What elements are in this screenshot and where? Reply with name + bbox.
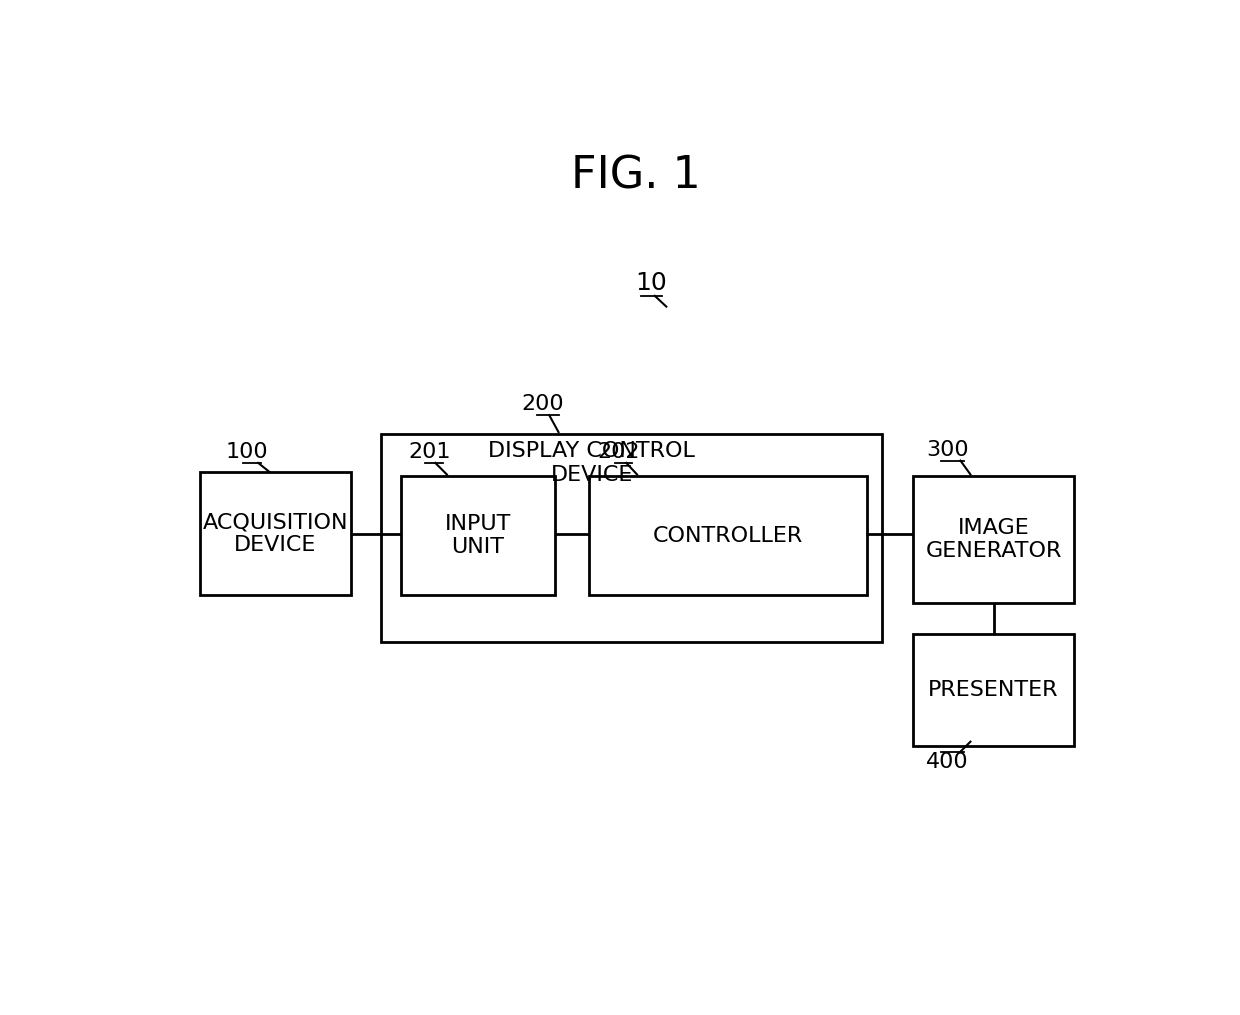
Text: 10: 10 bbox=[635, 271, 667, 295]
Bar bbox=[382, 433, 882, 641]
Text: PRESENTER: PRESENTER bbox=[929, 680, 1059, 699]
Bar bbox=[913, 476, 1074, 603]
Text: FIG. 1: FIG. 1 bbox=[570, 154, 701, 197]
Bar bbox=[589, 476, 867, 596]
Text: 300: 300 bbox=[926, 439, 968, 460]
Text: INPUT
UNIT: INPUT UNIT bbox=[444, 514, 511, 557]
Text: IMAGE
GENERATOR: IMAGE GENERATOR bbox=[925, 518, 1061, 561]
Text: ACQUISITION
DEVICE: ACQUISITION DEVICE bbox=[203, 513, 348, 555]
Text: DISPLAY CONTROL
DEVICE: DISPLAY CONTROL DEVICE bbox=[489, 442, 696, 484]
Bar bbox=[913, 633, 1074, 745]
Text: 201: 201 bbox=[408, 443, 450, 462]
Text: 100: 100 bbox=[226, 443, 268, 462]
Bar bbox=[401, 476, 554, 596]
Text: 200: 200 bbox=[522, 395, 564, 414]
Bar bbox=[201, 472, 351, 596]
Text: 400: 400 bbox=[926, 752, 968, 772]
Text: CONTROLLER: CONTROLLER bbox=[652, 526, 804, 546]
Text: 202: 202 bbox=[598, 443, 640, 462]
